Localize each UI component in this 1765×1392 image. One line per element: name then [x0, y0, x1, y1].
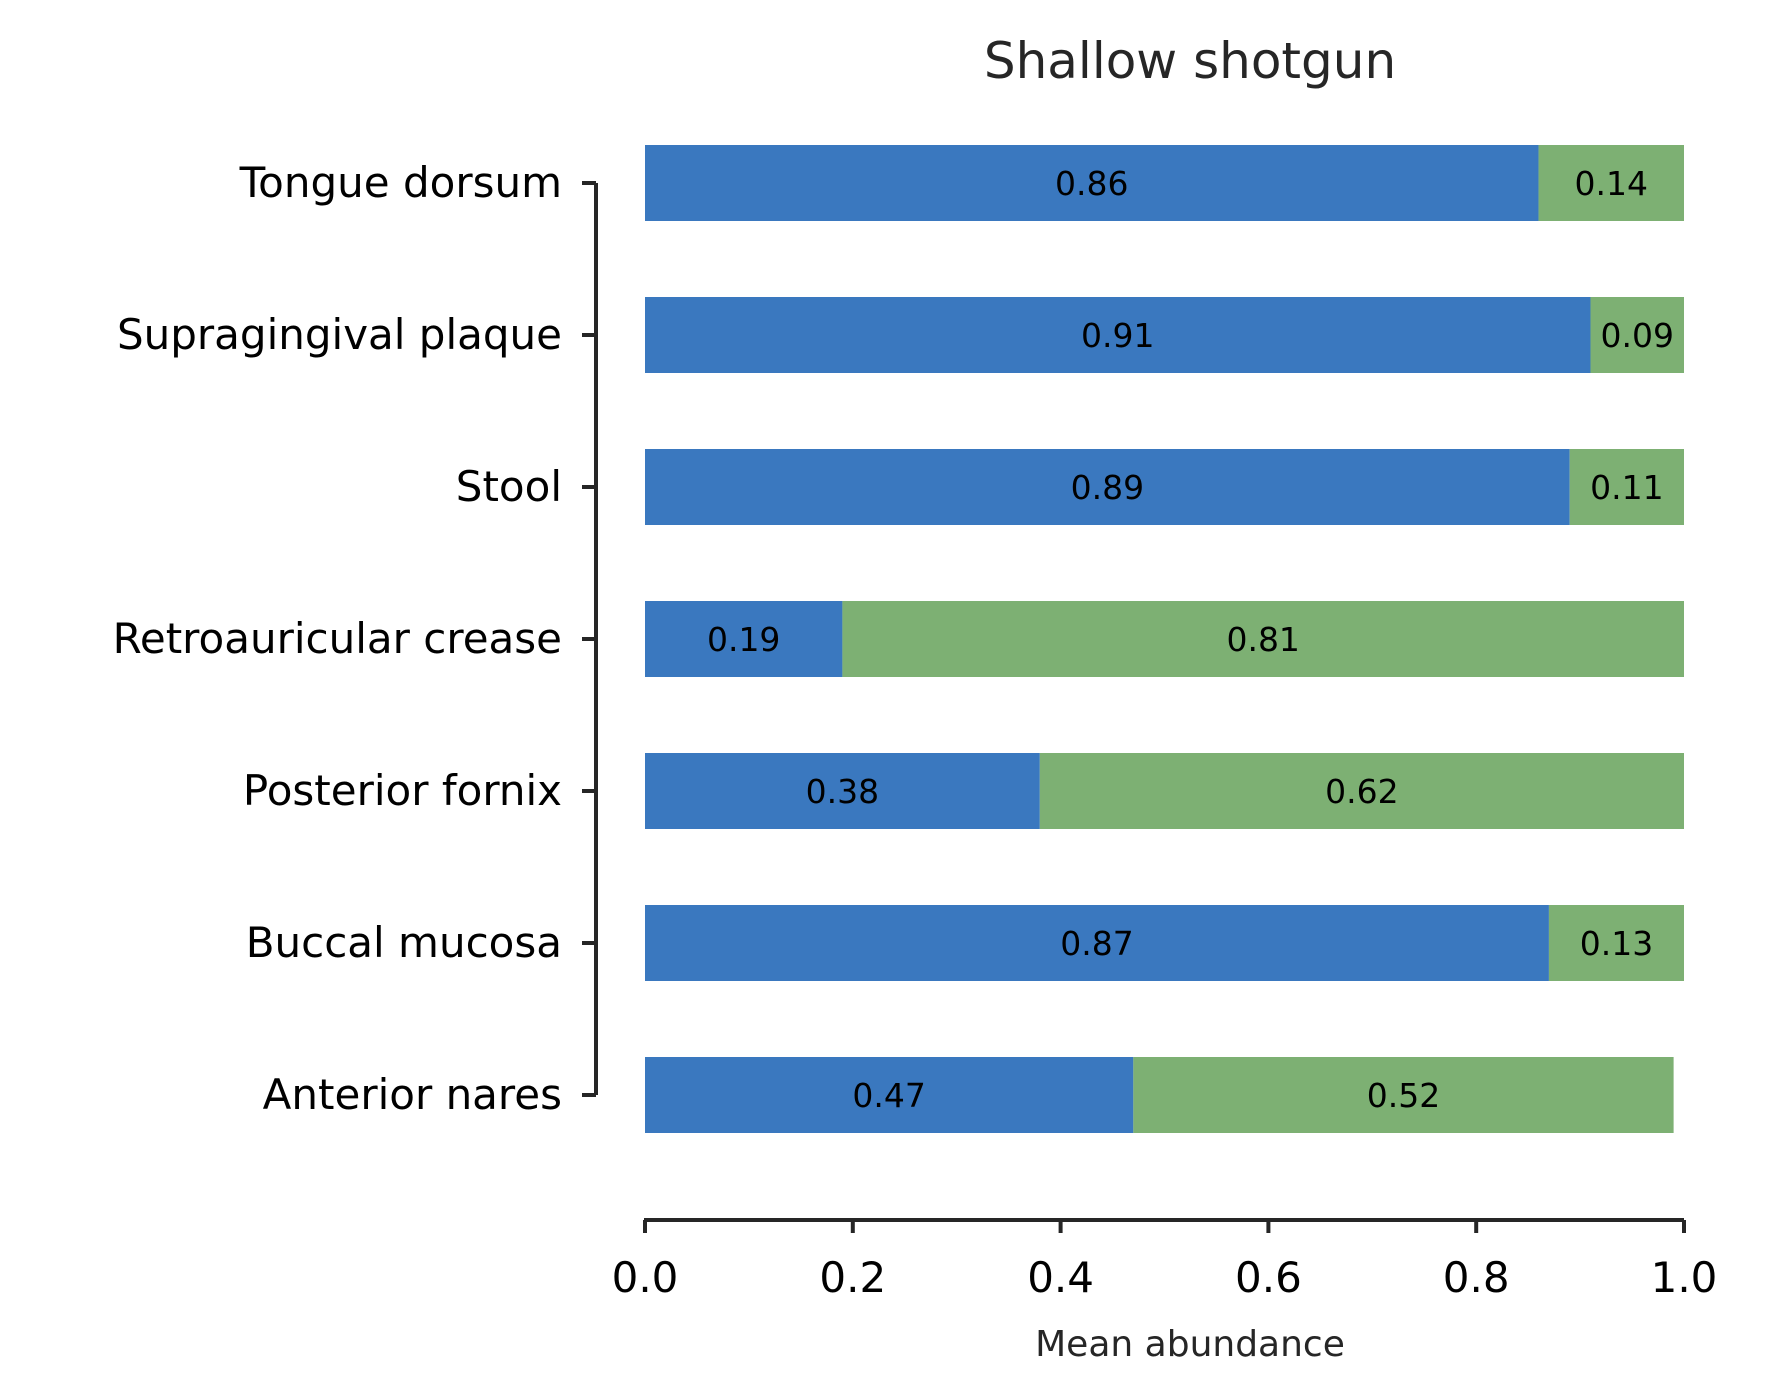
y-tick-label: Buccal mucosa: [246, 918, 562, 967]
x-tick-label: 0.2: [819, 1253, 886, 1302]
bar-value-label: 0.14: [1575, 164, 1648, 203]
x-tick-label: 0.0: [612, 1253, 679, 1302]
y-tick-label: Supragingival plaque: [117, 310, 562, 359]
bar-value-label: 0.19: [707, 620, 780, 659]
x-tick-label: 0.4: [1027, 1253, 1094, 1302]
bar-segment: [645, 1057, 1134, 1133]
bar-value-label: 0.81: [1226, 620, 1299, 659]
bar-segment: [645, 145, 1539, 221]
bar-segment: [842, 601, 1684, 677]
bar-value-label: 0.62: [1325, 772, 1398, 811]
x-axis-label: Mean abundance: [1035, 1324, 1345, 1365]
bar-value-label: 0.47: [852, 1076, 925, 1115]
bar-value-label: 0.86: [1055, 164, 1128, 203]
bar-segment: [645, 449, 1570, 525]
bar-labels-group: 0.86 0.14 0.91 0.09 0.89 0.11 0.19 0.81 0.38 0.62…: [707, 164, 1674, 1115]
bar-value-label: 0.89: [1071, 468, 1144, 507]
bar-value-label: 0.09: [1601, 316, 1674, 355]
y-tick-label: Retroauricular crease: [113, 614, 562, 663]
x-axis: 0.0 0.2 0.4 0.6 0.8 1.0: [612, 1218, 1718, 1302]
bar-segment: [1538, 145, 1684, 221]
y-axis: Tongue dorsum Supragingival plaque Stool Re…: [113, 158, 598, 1119]
bar-segment: [1039, 753, 1684, 829]
bar-segment: [645, 297, 1591, 373]
bars-group: [645, 145, 1684, 1133]
bar-value-label: 0.13: [1580, 924, 1653, 963]
y-tick-label: Stool: [456, 462, 562, 511]
y-tick-label: Posterior fornix: [243, 766, 562, 815]
bar-value-label: 0.87: [1060, 924, 1133, 963]
bar-value-label: 0.91: [1081, 316, 1154, 355]
chart-title: Shallow shotgun: [984, 32, 1396, 90]
bar-segment: [645, 905, 1549, 981]
y-tick-label: Anterior nares: [263, 1070, 562, 1119]
y-tick-label: Tongue dorsum: [239, 158, 562, 207]
bar-segment: [1548, 905, 1684, 981]
bar-segment: [1569, 449, 1684, 525]
bar-value-label: 0.52: [1367, 1076, 1440, 1115]
bar-segment: [1590, 297, 1684, 373]
bar-segment: [1133, 1057, 1674, 1133]
x-tick-label: 0.8: [1443, 1253, 1510, 1302]
bar-segment: [645, 753, 1040, 829]
bar-value-label: 0.11: [1590, 468, 1663, 507]
x-tick-label: 1.0: [1651, 1253, 1718, 1302]
bar-segment: [645, 601, 843, 677]
bar-value-label: 0.38: [806, 772, 879, 811]
x-tick-label: 0.6: [1235, 1253, 1302, 1302]
